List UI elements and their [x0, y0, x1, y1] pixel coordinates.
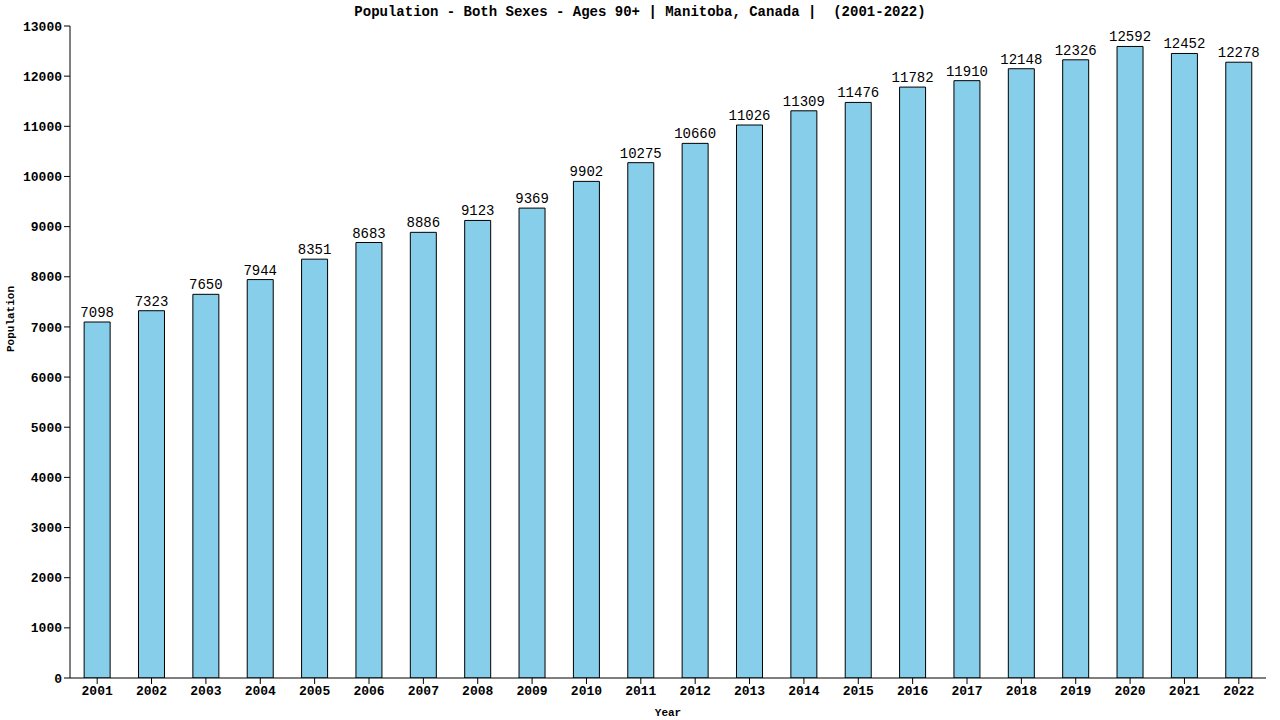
- svg-text:2008: 2008: [462, 684, 493, 699]
- svg-text:7000: 7000: [31, 321, 62, 336]
- html-text:Population - Both Sexes - Ages: Population - Both Sexes - Ages 90+ | Man…: [354, 4, 926, 20]
- svg-text:8886: 8886: [407, 215, 441, 231]
- svg-text:10660: 10660: [674, 126, 716, 142]
- svg-text:7323: 7323: [135, 294, 169, 310]
- svg-text:12592: 12592: [1109, 29, 1151, 45]
- svg-text:7944: 7944: [243, 263, 277, 279]
- svg-text:13000: 13000: [23, 20, 62, 35]
- svg-text:12278: 12278: [1218, 45, 1260, 61]
- svg-text:8351: 8351: [298, 242, 332, 258]
- svg-text:2006: 2006: [353, 684, 384, 699]
- svg-text:10000: 10000: [23, 170, 62, 185]
- svg-text:11476: 11476: [837, 85, 879, 101]
- svg-text:5000: 5000: [31, 421, 62, 436]
- svg-text:2005: 2005: [299, 684, 330, 699]
- svg-text:7098: 7098: [80, 305, 114, 321]
- svg-text:12326: 12326: [1055, 43, 1097, 59]
- svg-text:11026: 11026: [728, 108, 770, 124]
- svg-text:9123: 9123: [461, 203, 495, 219]
- svg-text:Population: Population: [8, 286, 17, 352]
- svg-text:2002: 2002: [136, 684, 167, 699]
- svg-text:2010: 2010: [571, 684, 602, 699]
- svg-text:9369: 9369: [515, 191, 549, 207]
- svg-text:2000: 2000: [31, 571, 62, 586]
- svg-text:2012: 2012: [680, 684, 711, 699]
- svg-text:2020: 2020: [1114, 684, 1145, 699]
- svg-text:2009: 2009: [516, 684, 547, 699]
- svg-text:2011: 2011: [625, 684, 656, 699]
- svg-text:4000: 4000: [31, 471, 62, 486]
- svg-text:10275: 10275: [620, 146, 662, 162]
- svg-text:2007: 2007: [408, 684, 439, 699]
- svg-text:8683: 8683: [352, 226, 386, 242]
- svg-text:3000: 3000: [31, 521, 62, 536]
- svg-text:2018: 2018: [1006, 684, 1037, 699]
- svg-text:2014: 2014: [788, 684, 819, 699]
- svg-text:2022: 2022: [1223, 684, 1254, 699]
- svg-text:2004: 2004: [245, 684, 276, 699]
- svg-text:12148: 12148: [1000, 52, 1042, 68]
- svg-text:8000: 8000: [31, 270, 62, 285]
- svg-text:2013: 2013: [734, 684, 765, 699]
- svg-text:12452: 12452: [1163, 36, 1205, 52]
- svg-text:11910: 11910: [946, 64, 988, 80]
- svg-text:11782: 11782: [892, 70, 934, 86]
- svg-text:0: 0: [54, 672, 62, 687]
- svg-text:9902: 9902: [570, 164, 604, 180]
- svg-text:9000: 9000: [31, 220, 62, 235]
- svg-text:2003: 2003: [190, 684, 221, 699]
- svg-text:7650: 7650: [189, 277, 223, 293]
- svg-text:2019: 2019: [1060, 684, 1091, 699]
- svg-text:2021: 2021: [1169, 684, 1200, 699]
- svg-text:11309: 11309: [783, 94, 825, 110]
- svg-text:2016: 2016: [897, 684, 928, 699]
- svg-text:Year: Year: [655, 707, 681, 719]
- svg-text:11000: 11000: [23, 120, 62, 135]
- svg-text:2001: 2001: [82, 684, 113, 699]
- svg-text:2015: 2015: [843, 684, 874, 699]
- svg-text:2017: 2017: [951, 684, 982, 699]
- svg-text:12000: 12000: [23, 70, 62, 85]
- svg-text:6000: 6000: [31, 371, 62, 386]
- svg-text:1000: 1000: [31, 621, 62, 636]
